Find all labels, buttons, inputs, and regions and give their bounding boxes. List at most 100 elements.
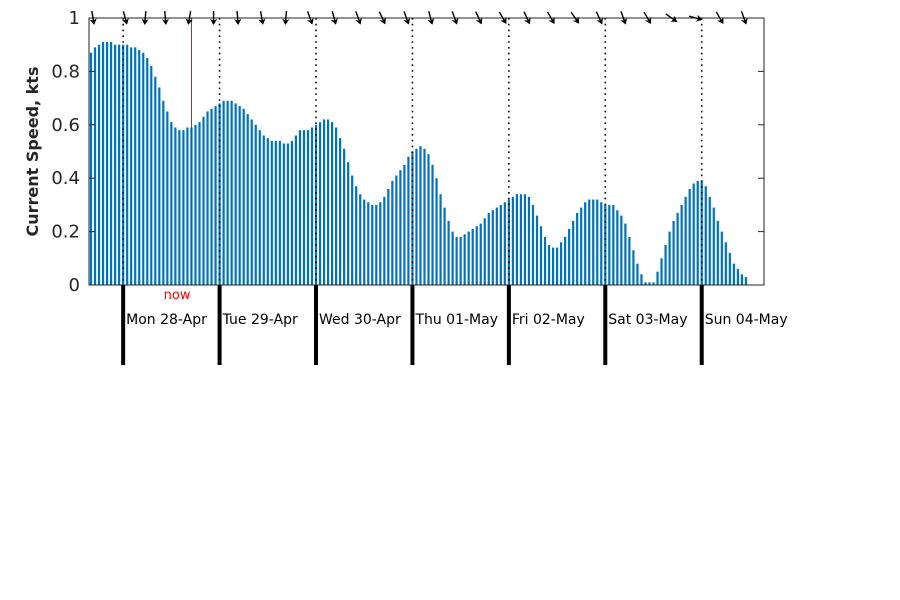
speed-bar bbox=[210, 108, 213, 285]
speed-bar bbox=[572, 220, 575, 285]
speed-bar bbox=[467, 231, 470, 285]
direction-arrow bbox=[141, 10, 149, 25]
speed-bar bbox=[459, 236, 462, 285]
arrow-head bbox=[644, 17, 652, 25]
speed-bar bbox=[230, 100, 233, 286]
speed-bar bbox=[130, 47, 133, 286]
speed-bar bbox=[640, 274, 643, 285]
speed-bar bbox=[375, 204, 378, 285]
speed-bar bbox=[568, 228, 571, 285]
day-label: Thu 01-May bbox=[414, 312, 498, 328]
speed-bar bbox=[515, 194, 519, 285]
arrow-head bbox=[141, 18, 149, 25]
direction-arrow bbox=[403, 11, 411, 25]
speed-bar bbox=[318, 122, 322, 285]
y-tick-label: 0 bbox=[69, 275, 80, 296]
arrow-head bbox=[548, 17, 555, 25]
speed-bar bbox=[114, 44, 117, 286]
speed-bar bbox=[728, 252, 731, 285]
speed-bar bbox=[688, 188, 691, 285]
speed-bar bbox=[644, 282, 647, 285]
speed-bar bbox=[330, 122, 334, 285]
speed-bar bbox=[712, 207, 715, 285]
direction-arrow bbox=[546, 11, 555, 25]
speed-bar bbox=[584, 202, 587, 285]
speed-bar bbox=[322, 119, 326, 286]
direction-arrow bbox=[523, 11, 531, 25]
speed-bar bbox=[499, 204, 502, 285]
speed-bar bbox=[423, 148, 426, 285]
speed-bar bbox=[226, 100, 229, 286]
arrow-head bbox=[500, 17, 507, 25]
arrow-head bbox=[379, 17, 386, 25]
day-label: Sun 04-May bbox=[705, 312, 788, 328]
speed-bar bbox=[306, 130, 310, 285]
speed-bar bbox=[298, 130, 302, 285]
speed-bar bbox=[395, 175, 398, 285]
speed-bar bbox=[547, 244, 551, 285]
direction-arrow bbox=[89, 10, 97, 25]
speed-bar bbox=[355, 186, 358, 285]
speed-bar bbox=[519, 194, 523, 285]
speed-bar bbox=[105, 42, 109, 285]
arrow-head bbox=[572, 16, 580, 24]
arrow-head bbox=[121, 18, 129, 25]
speed-bar bbox=[507, 199, 510, 285]
speed-bar bbox=[668, 231, 671, 285]
speed-bar bbox=[736, 268, 739, 285]
speed-bar bbox=[491, 210, 494, 285]
speed-bar bbox=[150, 66, 153, 285]
speed-bar bbox=[206, 111, 209, 285]
speed-bar bbox=[387, 188, 390, 285]
speed-bar bbox=[174, 127, 177, 285]
direction-arrow bbox=[620, 11, 628, 25]
arrow-head bbox=[524, 17, 531, 25]
speed-bar bbox=[576, 212, 579, 285]
speed-bar bbox=[411, 151, 414, 285]
speed-bar bbox=[479, 223, 482, 285]
arrow-head bbox=[209, 19, 218, 25]
speed-bar bbox=[101, 42, 105, 285]
speed-bar bbox=[282, 143, 285, 285]
speed-bar bbox=[270, 140, 273, 285]
direction-arrow bbox=[498, 11, 507, 25]
speed-bar bbox=[407, 156, 410, 285]
direction-arrow bbox=[378, 11, 386, 25]
speed-bar bbox=[720, 231, 723, 285]
speed-bars bbox=[89, 42, 748, 286]
speed-bar bbox=[278, 140, 281, 285]
y-tick-label: 0.4 bbox=[51, 168, 80, 189]
speed-bar bbox=[471, 228, 474, 285]
speed-bar bbox=[451, 231, 454, 285]
day-label: Wed 30-Apr bbox=[319, 312, 401, 328]
speed-bar bbox=[371, 204, 374, 285]
speed-bar bbox=[523, 194, 527, 285]
direction-arrow bbox=[570, 11, 580, 24]
speed-bar bbox=[608, 204, 611, 285]
arrow-head bbox=[695, 14, 703, 22]
speed-bar bbox=[616, 210, 619, 285]
speed-bar bbox=[290, 140, 294, 285]
speed-bar bbox=[254, 124, 257, 285]
direction-arrow bbox=[740, 11, 748, 25]
speed-bar bbox=[178, 130, 181, 285]
direction-arrow bbox=[330, 11, 338, 25]
speed-bar bbox=[218, 103, 221, 285]
speed-bar bbox=[347, 162, 350, 285]
now-marker: now bbox=[164, 18, 192, 303]
arrow-head bbox=[355, 17, 362, 25]
day-grid bbox=[122, 18, 703, 285]
direction-arrow bbox=[665, 13, 678, 23]
speed-bar bbox=[214, 106, 217, 285]
speed-bar bbox=[326, 119, 330, 286]
speed-bar bbox=[660, 258, 663, 285]
speed-bar bbox=[142, 52, 145, 286]
direction-arrow bbox=[643, 11, 652, 25]
speed-bar bbox=[543, 236, 547, 285]
speed-bar bbox=[154, 76, 157, 286]
direction-arrow bbox=[355, 11, 362, 25]
speed-bar bbox=[692, 183, 695, 285]
speed-bar bbox=[620, 215, 623, 285]
speed-bar bbox=[427, 154, 430, 285]
speed-bar bbox=[166, 111, 169, 285]
